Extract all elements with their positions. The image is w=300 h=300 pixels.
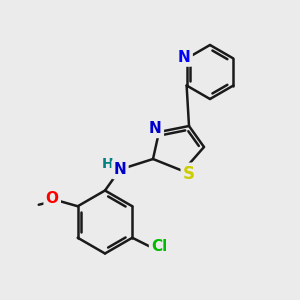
Text: H: H [102,157,113,171]
Text: N: N [149,121,162,136]
Text: S: S [183,165,195,183]
Text: N: N [114,162,126,177]
Text: N: N [178,50,190,64]
Text: O: O [46,191,59,206]
Text: Cl: Cl [151,239,167,254]
